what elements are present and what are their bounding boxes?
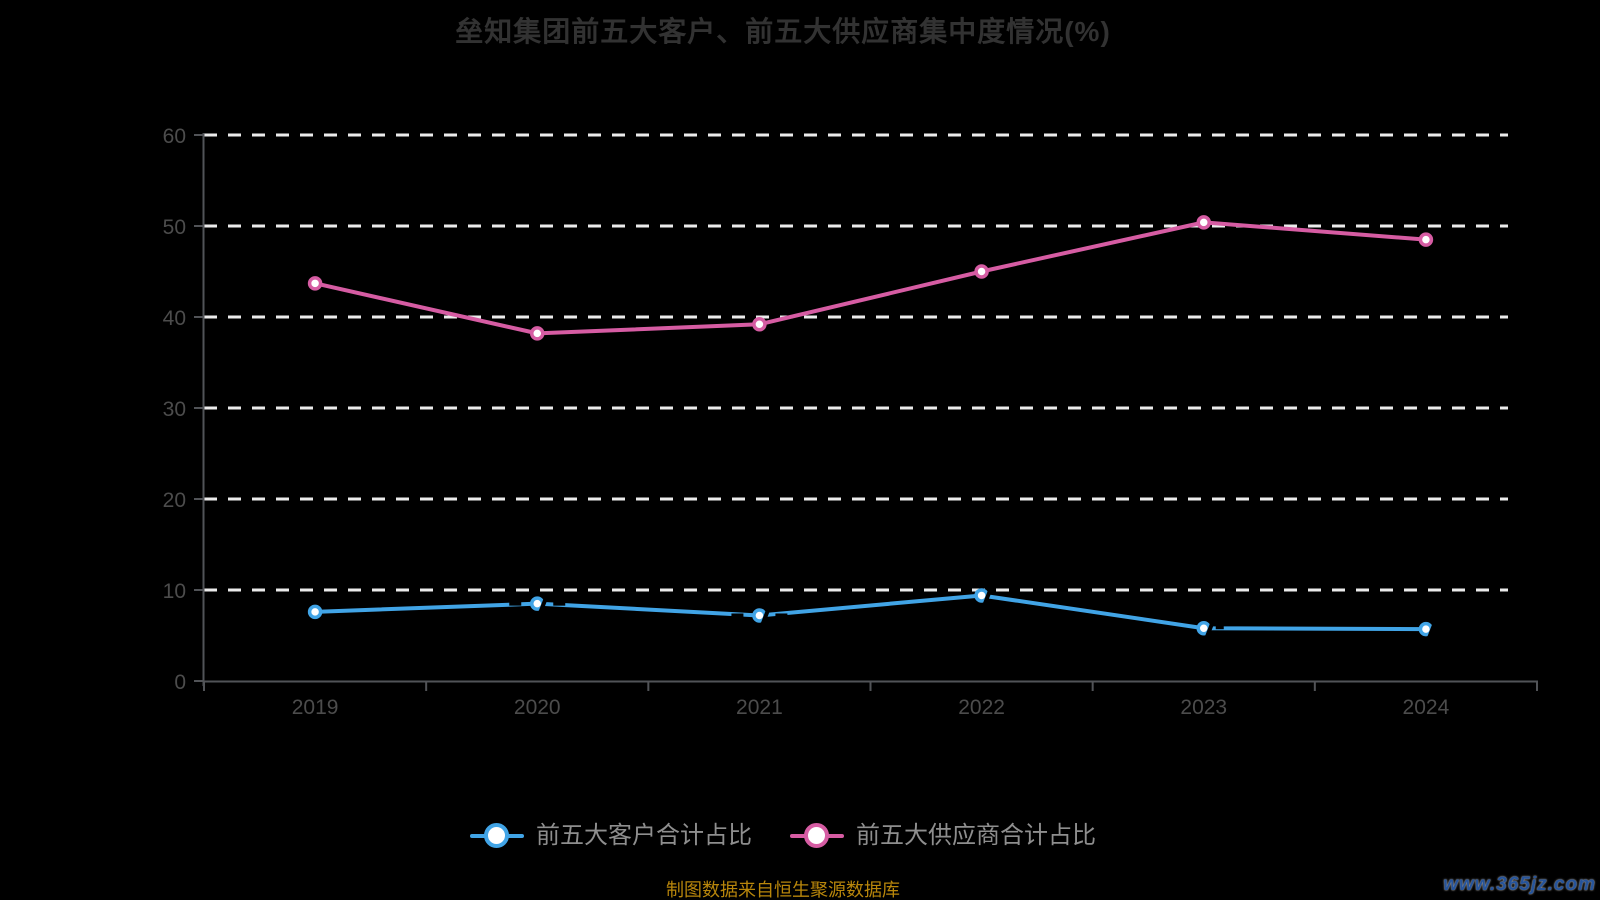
legend-item-suppliers[interactable]: 前五大供应商合计占比 bbox=[790, 823, 1096, 849]
label-artifact bbox=[1204, 618, 1216, 638]
legend-label-suppliers: 前五大供应商合计占比 bbox=[856, 822, 1096, 849]
x-tick-label: 2024 bbox=[1403, 696, 1450, 719]
data-point-marker-1[interactable] bbox=[1418, 232, 1434, 247]
y-tick-label: 20 bbox=[163, 489, 186, 512]
x-tick-label: 2021 bbox=[736, 696, 783, 719]
x-tick-label: 2023 bbox=[1180, 696, 1227, 719]
y-tick-label: 60 bbox=[163, 125, 186, 148]
label-artifact bbox=[1427, 619, 1438, 639]
series-line-1 bbox=[313, 220, 1428, 336]
legend: 前五大客户合计占比 前五大供应商合计占比 bbox=[0, 816, 1566, 856]
y-tick-label: 10 bbox=[163, 580, 186, 603]
legend-marker-clients-icon bbox=[470, 823, 524, 849]
data-point-marker-1[interactable] bbox=[530, 326, 545, 341]
legend-marker-suppliers-icon bbox=[790, 823, 844, 849]
data-point-marker-0[interactable] bbox=[307, 604, 323, 620]
x-tick-label: 2022 bbox=[958, 696, 1005, 719]
line-chart-plot: 0 10 20 30 40 50 60 2019 2020 2021 2022 2023 2024 bbox=[163, 125, 1538, 719]
chart-title: 垒知集团前五大客户、前五大供应商集中度情况(%) bbox=[455, 16, 1111, 47]
y-tick-label: 30 bbox=[163, 398, 186, 421]
y-tick-label: 50 bbox=[163, 216, 186, 239]
label-artifact bbox=[538, 593, 550, 614]
data-point-marker-1[interactable] bbox=[752, 317, 767, 332]
data-point-marker-1[interactable] bbox=[307, 276, 323, 291]
source-note: 制图数据来自恒生聚源数据库 bbox=[666, 880, 900, 900]
legend-item-clients[interactable]: 前五大客户合计占比 bbox=[470, 823, 752, 849]
x-tick-label: 2020 bbox=[514, 696, 561, 719]
data-point-marker-1[interactable] bbox=[974, 264, 989, 279]
series-line-0 bbox=[313, 593, 1428, 632]
label-artifact bbox=[760, 605, 772, 626]
x-tick-label: 2019 bbox=[292, 696, 339, 719]
label-artifact bbox=[982, 585, 994, 606]
y-tick-label: 40 bbox=[163, 307, 186, 330]
watermark: www.365jz.com bbox=[1443, 874, 1596, 895]
legend-label-clients: 前五大客户合计占比 bbox=[536, 822, 752, 849]
data-point-marker-1[interactable] bbox=[1196, 215, 1211, 230]
y-tick-label: 0 bbox=[174, 671, 186, 694]
